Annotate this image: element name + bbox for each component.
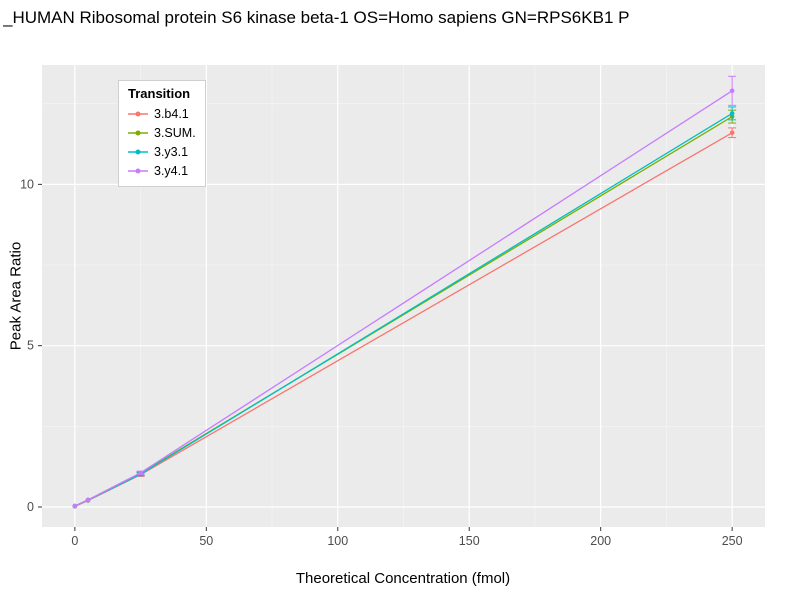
legend-items: 3.b4.1 3.SUM. 3.y3.1 3.y4.1 (128, 104, 196, 180)
chart-title: _HUMAN Ribosomal protein S6 kinase beta-… (3, 8, 630, 27)
legend-item: 3.SUM. (128, 123, 196, 142)
data-point (72, 503, 78, 509)
data-point (729, 88, 735, 94)
x-tick-label: 200 (590, 534, 611, 548)
x-tick-label: 0 (71, 534, 78, 548)
legend-item-label: 3.y3.1 (154, 144, 189, 159)
legend: Transition 3.b4.1 3.SUM. 3.y3.1 3.y4.1 (118, 80, 206, 187)
legend-title: Transition (128, 86, 191, 101)
data-point (729, 130, 735, 136)
data-point (85, 497, 91, 503)
y-tick-label: 0 (27, 500, 34, 514)
legend-item-label: 3.SUM. (154, 125, 196, 140)
data-point (138, 470, 143, 476)
legend-key-icon (128, 108, 148, 120)
legend-item: 3.b4.1 (128, 104, 196, 123)
y-tick-label: 10 (20, 177, 34, 191)
data-point (729, 111, 735, 116)
legend-item: 3.y4.1 (128, 161, 196, 180)
legend-item: 3.y3.1 (128, 142, 196, 161)
legend-item-label: 3.y4.1 (154, 163, 189, 178)
legend-key-icon (128, 146, 148, 158)
x-tick-label: 150 (459, 534, 480, 548)
legend-key-icon (128, 127, 148, 139)
x-tick-label: 100 (327, 534, 348, 548)
x-tick-label: 250 (722, 534, 743, 548)
legend-item-label: 3.b4.1 (154, 106, 189, 121)
series-line-3.y4.1 (74, 90, 733, 507)
x-axis-label: Theoretical Concentration (fmol) (295, 570, 511, 587)
x-tick-label: 50 (199, 534, 213, 548)
y-axis-label: Peak Area Ratio (7, 241, 25, 351)
legend-key-icon (128, 165, 148, 177)
y-tick-label: 5 (27, 339, 34, 353)
